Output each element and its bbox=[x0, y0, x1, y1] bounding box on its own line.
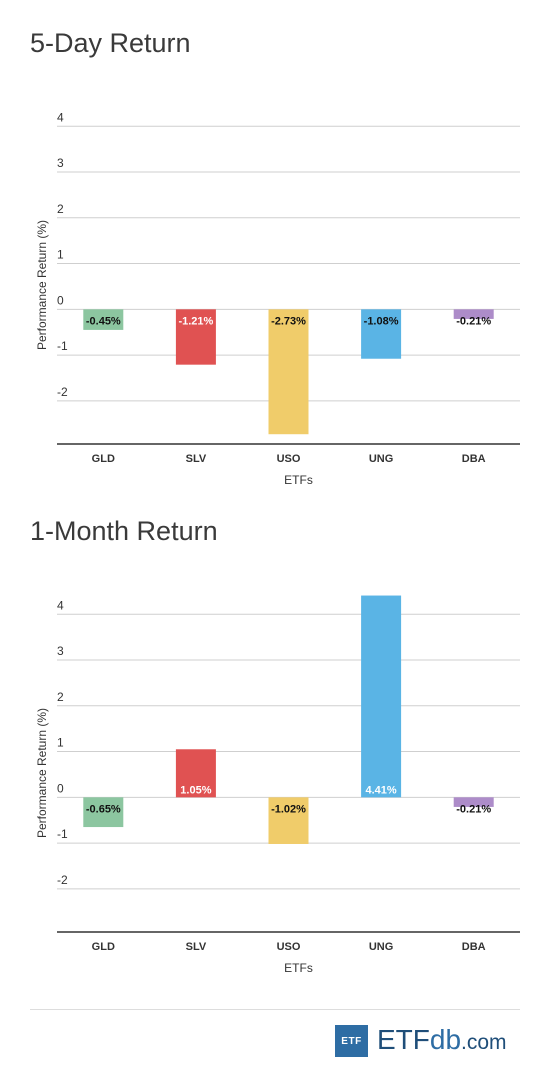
y-tick-label: 3 bbox=[57, 156, 64, 170]
x-tick-label: USO bbox=[277, 453, 301, 465]
bar-slv bbox=[175, 309, 216, 365]
x-tick-label: DBA bbox=[462, 453, 486, 465]
y-axis-label: Performance Return (%) bbox=[35, 708, 49, 838]
y-tick-label: -1 bbox=[57, 339, 68, 353]
y-tick-label: 1 bbox=[57, 736, 64, 750]
y-tick-label: 2 bbox=[57, 690, 64, 704]
data-label: 1.05% bbox=[180, 784, 211, 796]
x-tick-label: UNG bbox=[369, 941, 393, 953]
x-tick-label: SLV bbox=[186, 453, 207, 465]
y-tick-label: 2 bbox=[57, 202, 64, 216]
bar-dba bbox=[453, 797, 494, 807]
chart-title-5-day: 5-Day Return bbox=[30, 28, 191, 58]
data-label: -0.65% bbox=[86, 803, 121, 815]
bar-gld bbox=[83, 309, 124, 330]
x-axis-label: ETFs bbox=[284, 473, 313, 487]
x-tick-label: GLD bbox=[92, 453, 115, 465]
data-label: -1.02% bbox=[271, 803, 306, 815]
data-label: -0.21% bbox=[456, 315, 491, 327]
data-label: -1.21% bbox=[178, 315, 213, 327]
data-label: -2.73% bbox=[271, 315, 306, 327]
y-tick-label: 3 bbox=[57, 644, 64, 658]
y-tick-label: 4 bbox=[57, 110, 64, 124]
y-tick-label: 4 bbox=[57, 598, 64, 612]
chart-title-1-month: 1-Month Return bbox=[30, 516, 218, 546]
data-label: -0.21% bbox=[456, 803, 491, 815]
bar-ung bbox=[361, 309, 402, 359]
y-tick-label: 0 bbox=[57, 293, 64, 307]
bar-ung bbox=[361, 595, 402, 798]
bar-uso bbox=[268, 309, 309, 435]
data-label: 4.41% bbox=[365, 784, 396, 796]
data-label: -1.08% bbox=[364, 315, 399, 327]
etf-logo-icon: ETF bbox=[335, 1025, 368, 1057]
y-tick-label: -2 bbox=[57, 385, 68, 399]
y-tick-label: -1 bbox=[57, 827, 68, 841]
y-axis-label: Performance Return (%) bbox=[35, 220, 49, 350]
bar-gld bbox=[83, 797, 124, 828]
y-tick-label: 1 bbox=[57, 248, 64, 262]
chart-5-day-return: 4 3 2 1 0 -1 -2 Performance Return (%) -0.45% GLD… bbox=[35, 110, 520, 487]
x-axis-label: ETFs bbox=[284, 961, 313, 975]
data-label: -0.45% bbox=[86, 315, 121, 327]
x-tick-label: GLD bbox=[92, 941, 115, 953]
y-tick-label: 0 bbox=[57, 781, 64, 795]
x-tick-label: USO bbox=[277, 941, 301, 953]
chart-1-month-return: 4 3 2 1 0 -1 -2 Performance Return (%) -0.65% GLD… bbox=[35, 595, 520, 975]
x-tick-label: DBA bbox=[462, 941, 486, 953]
x-tick-label: UNG bbox=[369, 453, 393, 465]
x-tick-label: SLV bbox=[186, 941, 207, 953]
etfdb-logo[interactable]: ETF ETFdb.com bbox=[335, 1024, 507, 1058]
y-tick-label: -2 bbox=[57, 873, 68, 887]
footer-divider bbox=[30, 1009, 520, 1010]
bar-slv bbox=[175, 749, 216, 798]
bar-dba bbox=[453, 309, 494, 319]
bar-uso bbox=[268, 797, 309, 844]
etfdb-wordmark: ETFdb.com bbox=[377, 1023, 507, 1055]
